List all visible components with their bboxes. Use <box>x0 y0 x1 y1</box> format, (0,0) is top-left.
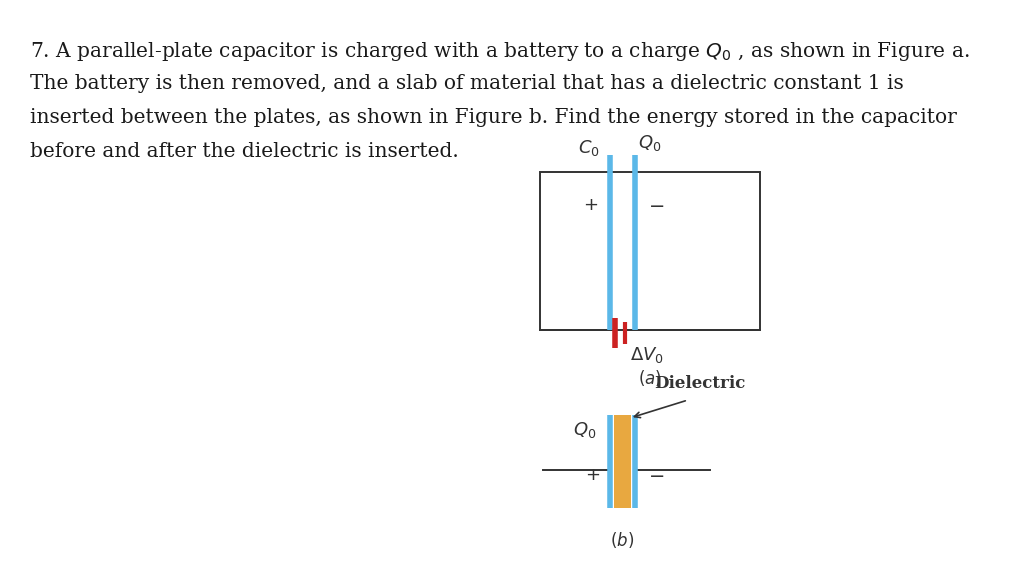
Text: $(a)$: $(a)$ <box>638 368 662 388</box>
Text: inserted between the plates, as shown in Figure b. Find the energy stored in the: inserted between the plates, as shown in… <box>30 108 956 127</box>
Bar <box>540 172 760 330</box>
Text: $Q_0$: $Q_0$ <box>638 133 662 153</box>
Text: $Q_0$: $Q_0$ <box>572 420 596 440</box>
Text: $-$: $-$ <box>648 466 665 484</box>
Bar <box>614 415 631 508</box>
Text: $+$: $+$ <box>583 196 598 214</box>
Text: $\Delta V_0$: $\Delta V_0$ <box>630 345 664 365</box>
Text: $(b)$: $(b)$ <box>610 530 634 550</box>
Text: 7. A parallel-plate capacitor is charged with a battery to a charge $Q_0$ , as s: 7. A parallel-plate capacitor is charged… <box>30 40 970 63</box>
Text: $C_0$: $C_0$ <box>579 138 600 158</box>
Text: before and after the dielectric is inserted.: before and after the dielectric is inser… <box>30 142 459 161</box>
Text: $-$: $-$ <box>648 196 665 214</box>
Text: $+$: $+$ <box>585 466 600 484</box>
Text: Dielectric: Dielectric <box>654 375 745 392</box>
Text: The battery is then removed, and a slab of material that has a dielectric consta: The battery is then removed, and a slab … <box>30 74 904 93</box>
